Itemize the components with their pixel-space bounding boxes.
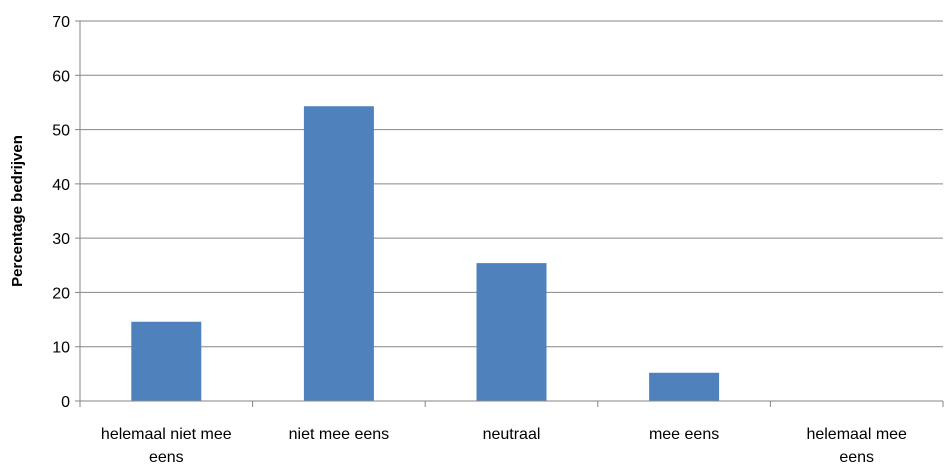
- x-category-label: helemaal niet mee eens: [101, 426, 232, 465]
- y-tick-label: 70: [52, 14, 70, 31]
- x-category-label: helemaal mee eens: [806, 426, 907, 465]
- y-tick-label: 50: [52, 123, 70, 140]
- y-tick-label: 20: [52, 285, 70, 302]
- x-category-label-line: eens: [839, 449, 874, 465]
- x-category-label: niet mee eens: [289, 426, 390, 443]
- y-tick-label: 60: [52, 68, 70, 85]
- bar: [131, 321, 202, 401]
- x-category-label-line: mee eens: [649, 426, 719, 443]
- y-tick-label: 40: [52, 177, 70, 194]
- axes: [75, 20, 944, 407]
- y-tick-label: 30: [52, 231, 70, 248]
- x-category-label-line: niet mee eens: [289, 426, 390, 443]
- x-category-label-line: helemaal niet mee: [101, 426, 232, 443]
- x-category-label-line: eens: [149, 449, 184, 465]
- x-category-labels: helemaal niet mee eens niet mee eens neutra…: [101, 426, 907, 466]
- bar: [476, 263, 547, 401]
- y-tick-label: 0: [61, 394, 70, 411]
- bar: [649, 372, 720, 401]
- y-tick-labels: 0 10 20 30 40 50 60 70: [52, 14, 70, 411]
- x-category-label-line: helemaal mee: [806, 426, 907, 443]
- x-category-label: mee eens: [649, 426, 719, 443]
- bar: [303, 106, 374, 401]
- x-category-label-line: neutraal: [483, 426, 541, 443]
- y-tick-label: 10: [52, 340, 70, 357]
- x-category-label: neutraal: [483, 426, 541, 443]
- y-axis-title: Percentage bedrijven: [9, 135, 26, 287]
- gridlines: [80, 20, 943, 348]
- bars: [131, 106, 720, 401]
